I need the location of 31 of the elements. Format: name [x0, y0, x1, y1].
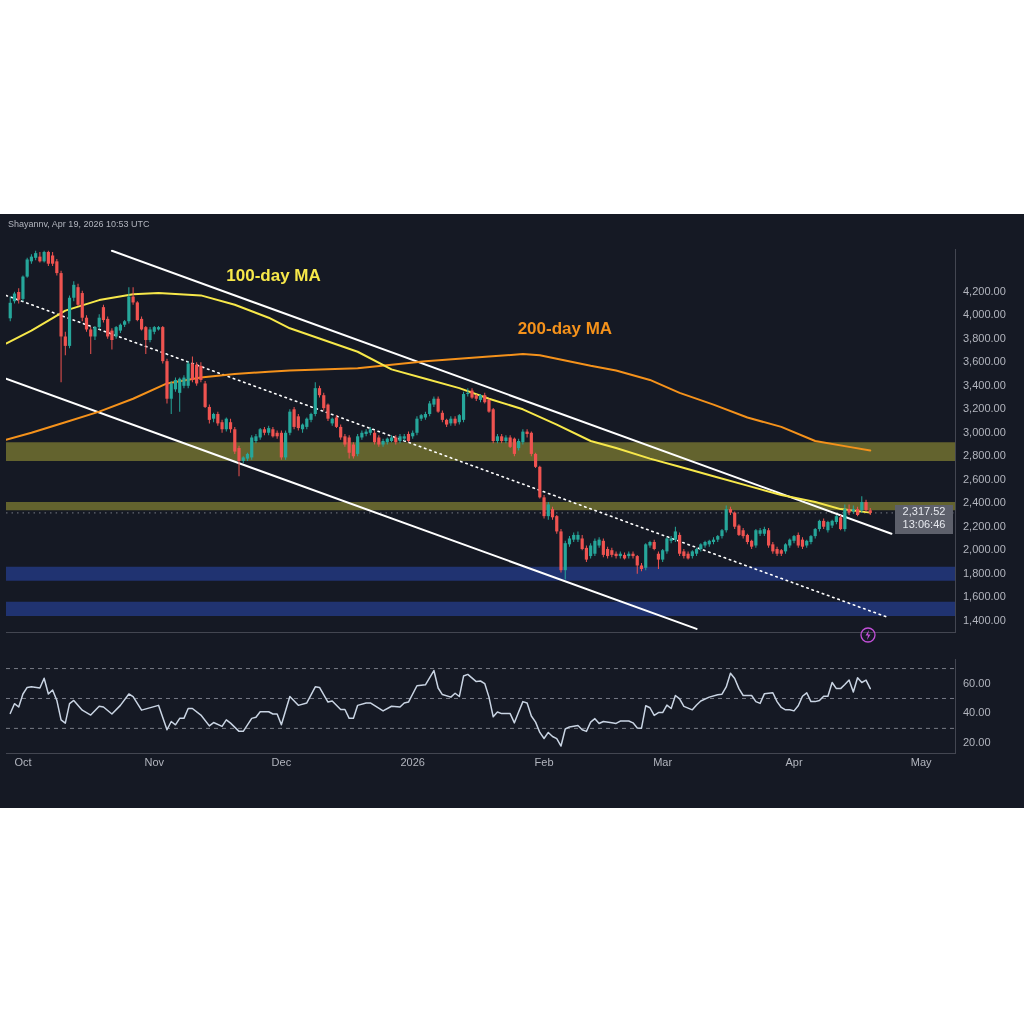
y-tick-label: 4,000.00: [963, 308, 1006, 321]
x-tick-label: 2026: [400, 756, 425, 769]
y-tick-label: 1,400.00: [963, 613, 1006, 626]
y-tick-label: 40.00: [963, 706, 991, 719]
y-tick-label: 1,600.00: [963, 590, 1006, 603]
y-tick-label: 3,800.00: [963, 331, 1006, 344]
ref-line-label: 2,317.52: [902, 504, 946, 517]
x-tick-label: Dec: [271, 756, 292, 769]
y-tick-label: 3,600.00: [963, 355, 1006, 368]
y-tick-label: 4,200.00: [963, 284, 1006, 297]
y-tick-label: 3,000.00: [963, 425, 1006, 438]
series-label: 100-day MA: [226, 265, 321, 285]
x-tick-label: Oct: [14, 756, 32, 769]
y-tick-label: 2,000.00: [963, 543, 1006, 556]
text: Shayannv, Apr 19, 2026 10:53 UTC: [8, 219, 150, 229]
y-tick-label: 2,400.00: [963, 496, 1006, 509]
x-tick-label: Mar: [653, 756, 673, 769]
y-tick-label: 3,400.00: [963, 378, 1006, 391]
y-tick-label: 1,800.00: [963, 566, 1006, 579]
y-tick-label: 2,600.00: [963, 472, 1006, 485]
x-tick-label: May: [910, 756, 932, 769]
x-tick-label: Apr: [785, 756, 803, 769]
series-label: 200-day MA: [517, 318, 613, 338]
annotation: 13:06:46: [902, 517, 946, 530]
x-tick-label: Nov: [144, 756, 165, 769]
y-tick-label: 2,800.00: [963, 449, 1006, 462]
x-tick-label: Feb: [534, 756, 554, 769]
y-tick-label: 3,200.00: [963, 402, 1006, 415]
y-tick-label: 20.00: [963, 736, 991, 749]
y-tick-label: 2,200.00: [963, 519, 1006, 532]
y-tick-label: 60.00: [963, 676, 991, 689]
